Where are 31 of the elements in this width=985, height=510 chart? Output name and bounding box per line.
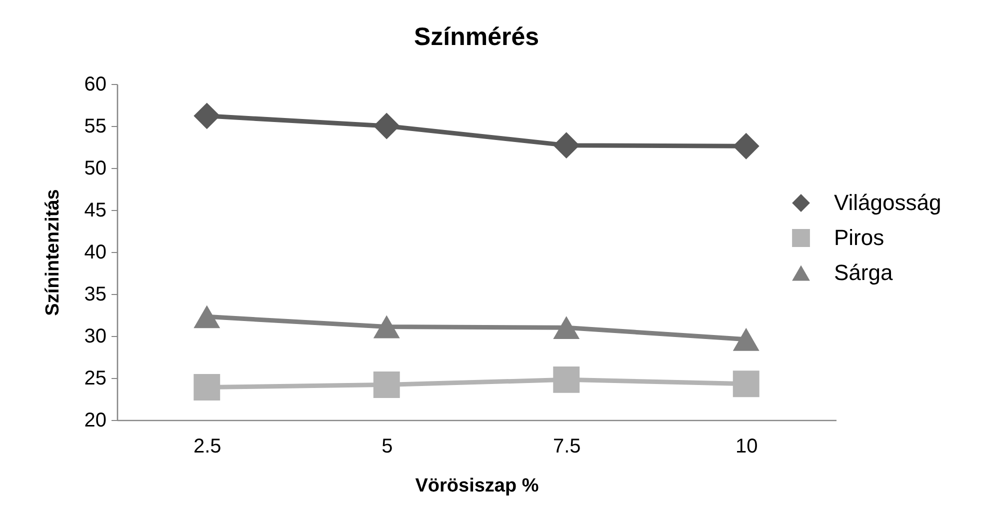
x-tick-label: 10 (736, 436, 758, 458)
x-tick-label: 5 (382, 436, 393, 458)
point (732, 132, 760, 160)
legend-label: Világosság (834, 190, 942, 215)
y-tick-label: 35 (84, 284, 106, 306)
point (553, 366, 580, 393)
point (373, 371, 400, 398)
point (553, 132, 580, 159)
point (194, 305, 220, 328)
point (194, 374, 220, 400)
y-tick-label: 45 (84, 200, 106, 222)
x-tick-label: 2.5 (193, 436, 222, 458)
point (553, 316, 580, 340)
point (373, 315, 400, 338)
x-axis-title: Vörösiszap % (415, 476, 539, 496)
legend-label: Piros (834, 225, 884, 250)
point (373, 112, 400, 140)
y-tick-label: 30 (84, 326, 106, 348)
chart-title: Színmérés (414, 23, 540, 51)
legend-label: Sárga (834, 260, 894, 285)
y-axis-title: Színintenzitás (42, 189, 64, 316)
y-tick-label: 40 (84, 242, 106, 264)
x-tick-label: 7.5 (552, 436, 581, 458)
y-tick-label: 55 (84, 116, 106, 138)
y-tick-label: 20 (84, 410, 106, 432)
point (732, 370, 760, 398)
point (732, 328, 760, 351)
y-tick-label: 25 (84, 368, 106, 390)
y-tick-label: 50 (84, 158, 106, 180)
point (194, 102, 220, 130)
y-tick-label: 60 (84, 74, 106, 96)
